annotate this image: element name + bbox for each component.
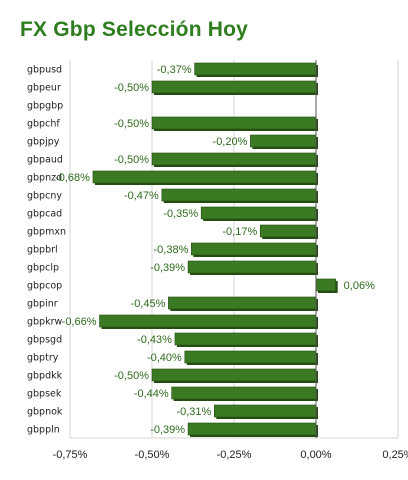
value-label: -0,45% xyxy=(131,298,166,310)
value-label: -0,50% xyxy=(114,82,149,94)
category-label: gbptry xyxy=(27,353,59,364)
value-label: -0,50% xyxy=(114,154,149,166)
x-tick-label: 0,25% xyxy=(382,449,408,461)
bar xyxy=(200,206,317,220)
category-label: gbpcad xyxy=(27,209,62,220)
value-label: -0,38% xyxy=(154,244,189,256)
category-label: gbpnzd xyxy=(27,173,62,184)
x-tick-label: -0,75% xyxy=(53,449,88,461)
category-label: gbpkrw xyxy=(27,317,62,328)
bar xyxy=(151,116,317,130)
value-label: -0,20% xyxy=(213,136,248,148)
x-tick-label: -0,50% xyxy=(135,449,170,461)
bar xyxy=(151,152,317,166)
x-tick-label: -0,25% xyxy=(217,449,252,461)
value-label: -0,50% xyxy=(114,118,149,130)
category-label: gbpdkk xyxy=(27,371,63,382)
bar xyxy=(315,278,336,292)
value-label: -0,39% xyxy=(150,424,185,436)
value-label: -0,35% xyxy=(163,208,198,220)
value-label: -0,66% xyxy=(62,316,97,328)
chart-title: FX Gbp Selección Hoy xyxy=(20,18,249,41)
value-label: -0,39% xyxy=(150,262,185,274)
bar xyxy=(259,224,317,238)
category-label: gbpclp xyxy=(27,263,59,274)
value-label: -0,44% xyxy=(134,388,169,400)
bar xyxy=(214,404,317,418)
value-label: -0,43% xyxy=(137,334,172,346)
category-label: gbpgbp xyxy=(27,101,63,112)
category-label: gbpeur xyxy=(27,83,61,94)
value-label: -0,47% xyxy=(124,190,159,202)
category-label: gbpjpy xyxy=(27,137,60,148)
bar xyxy=(161,188,317,202)
category-label: gbpcop xyxy=(27,281,62,292)
bar xyxy=(171,386,317,400)
bar xyxy=(168,296,317,310)
category-label: gbpusd xyxy=(27,65,62,76)
value-label: -0,50% xyxy=(114,370,149,382)
value-label: -0,40% xyxy=(147,352,182,364)
bar xyxy=(191,242,317,256)
bar xyxy=(151,80,317,94)
bar xyxy=(99,314,317,328)
category-label: gbpcny xyxy=(27,191,62,202)
category-label: gbpsgd xyxy=(27,335,62,346)
category-label: gbpnok xyxy=(27,407,63,418)
value-label: -0,68% xyxy=(55,172,90,184)
bar xyxy=(187,422,317,436)
bar xyxy=(250,134,317,148)
bar xyxy=(92,170,317,184)
value-label: 0,06% xyxy=(344,280,375,292)
value-label: -0,31% xyxy=(176,406,211,418)
category-label: gbpbrl xyxy=(27,245,58,256)
value-label: -0,37% xyxy=(157,64,192,76)
category-label: gbpaud xyxy=(27,155,63,166)
category-label: gbpmxn xyxy=(27,227,66,238)
bar xyxy=(194,62,317,76)
category-label: gbpinr xyxy=(27,299,58,310)
bar xyxy=(184,350,317,364)
bar xyxy=(174,332,317,346)
category-label: gbpsek xyxy=(27,389,62,400)
category-label: gbppln xyxy=(27,425,60,436)
x-tick-label: 0,00% xyxy=(300,449,331,461)
value-label: -0,17% xyxy=(222,226,257,238)
bar xyxy=(187,260,317,274)
bar xyxy=(151,368,317,382)
category-label: gbpchf xyxy=(27,119,60,130)
